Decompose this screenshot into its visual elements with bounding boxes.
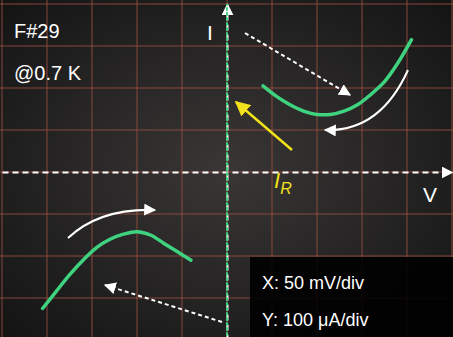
arrow [236,102,292,150]
x-label: V [423,183,437,206]
y-label: I [207,21,213,44]
axis-line [227,5,229,337]
chart: F#29 @0.7 K I V IR X: 50 mV/div Y: 100 μA/div [0,0,453,337]
scale-label: X: 50 mV/div [262,273,364,293]
scale-box [250,257,453,337]
grid-line-x [137,0,138,337]
annotation: F#29 [14,20,60,42]
trace [43,232,192,309]
grid-line-x [2,0,3,337]
arrow [245,33,350,95]
arrow [68,210,155,238]
plot-area [43,4,412,337]
trace [226,4,228,337]
grid-line-x [47,0,48,337]
labels: F#29 @0.7 K I V IR [14,20,437,206]
y-axis [227,5,229,337]
marker-label: IR [274,168,292,197]
scale-label: Y: 100 μA/div [262,310,368,330]
grid [0,0,453,337]
grid-line-x [92,0,93,337]
arrows [68,33,408,322]
grid-line-x [182,0,183,337]
arrow [105,285,222,322]
trace [263,40,412,115]
annotation: @0.7 K [14,62,82,84]
marker-label-sub: R [280,180,292,197]
arrow [325,70,408,130]
